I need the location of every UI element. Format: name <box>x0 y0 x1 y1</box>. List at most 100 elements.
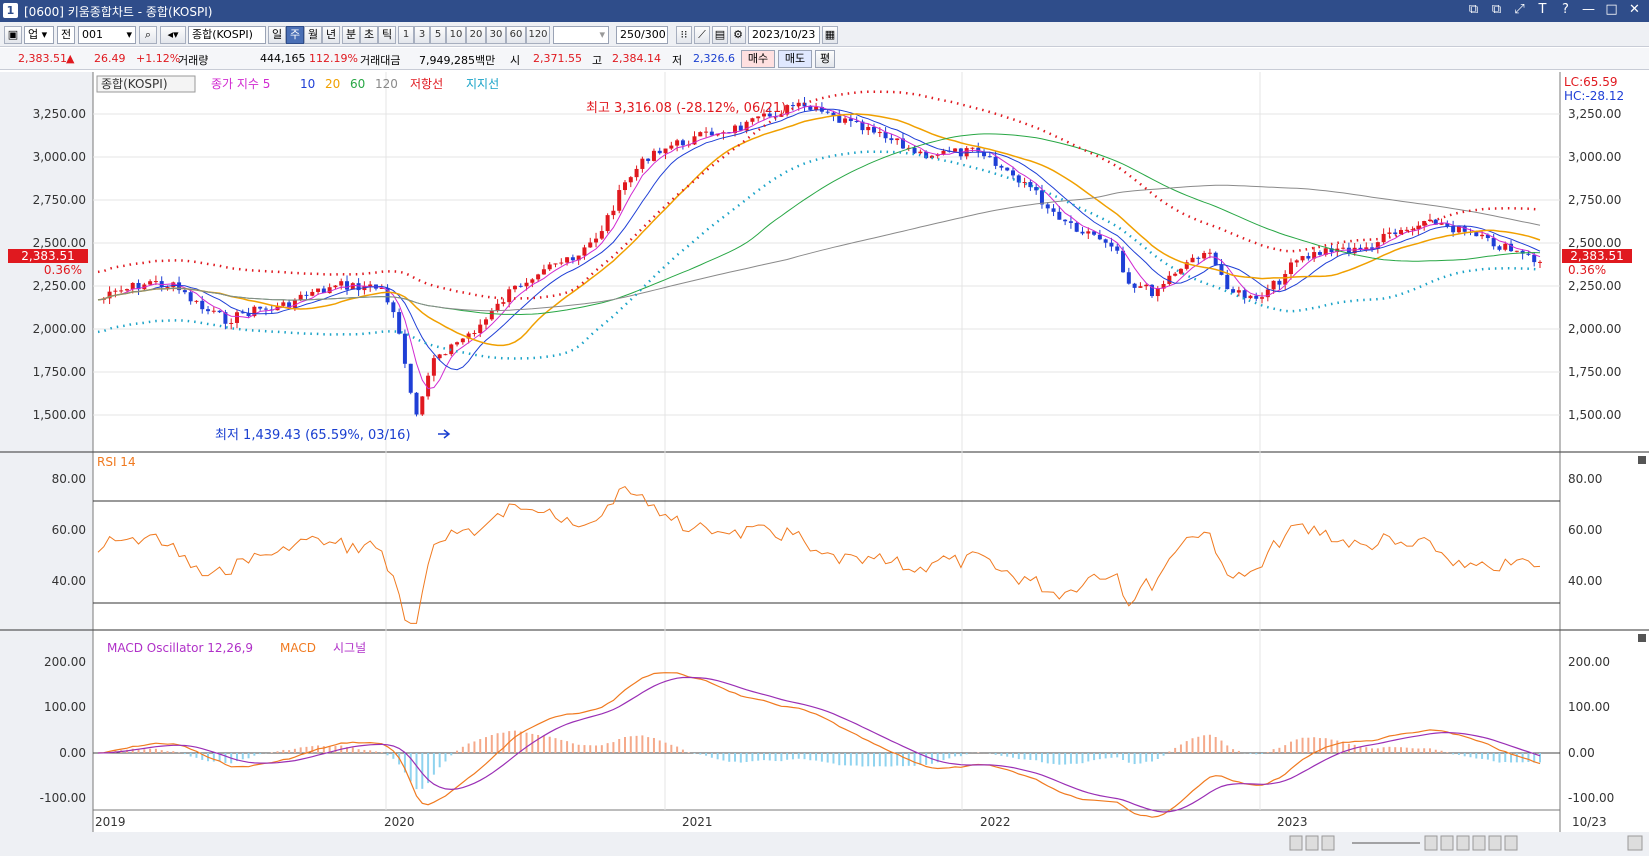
scroll-right-icon[interactable] <box>1627 835 1643 851</box>
close-icon[interactable]: ✕ <box>1629 2 1640 17</box>
candle-body <box>848 118 853 122</box>
ma5-line <box>97 105 1541 390</box>
candle-body <box>599 231 604 239</box>
candle-body <box>889 138 894 141</box>
candle-body <box>1219 264 1224 275</box>
candle-body <box>148 281 153 285</box>
line-tool-icon[interactable]: ⟋ <box>694 26 710 44</box>
candle-body <box>524 282 529 287</box>
zoom-out-icon[interactable] <box>1440 835 1454 851</box>
interval-120-button[interactable]: 120 <box>526 26 550 44</box>
candle-body <box>1231 289 1236 293</box>
settings-icon[interactable] <box>1504 835 1518 851</box>
candle-body <box>1097 234 1102 240</box>
maximize-icon[interactable]: □ <box>1605 2 1618 17</box>
chart-menu-icon[interactable]: ▣ <box>4 26 22 44</box>
date-field[interactable]: 2023/10/23 <box>748 26 820 44</box>
period-day-button[interactable]: 일 <box>268 26 286 44</box>
interval-20-button[interactable]: 20 <box>466 26 486 44</box>
legend-ma10: 10 <box>300 77 315 91</box>
candle-body <box>113 290 118 292</box>
period-tick-button[interactable]: 틱 <box>378 26 396 44</box>
candle-body <box>298 294 303 300</box>
custom-interval-input[interactable]: ▾ <box>553 26 609 44</box>
period-month-button[interactable]: 월 <box>304 26 322 44</box>
candle-body <box>484 319 489 325</box>
chart-area[interactable]: 종합(KOSPI) 종가 지수 5 10 20 60 120 저항선 지지선 L… <box>0 72 1649 856</box>
candle-icon[interactable]: ⁝⁝ <box>676 26 692 44</box>
period-week-button[interactable]: 주 <box>286 26 304 44</box>
code-input[interactable]: 001 ▾ <box>78 26 136 44</box>
candle-body <box>1057 211 1062 220</box>
interval-5-button[interactable]: 5 <box>430 26 446 44</box>
speaker-icon[interactable]: ◂▾ <box>160 26 186 44</box>
play-forward-icon[interactable] <box>1321 835 1335 851</box>
average-button[interactable]: 평 <box>815 50 835 68</box>
link-icon[interactable]: ⧉ <box>1491 2 1502 17</box>
candle-body <box>1184 262 1189 269</box>
interval-30-button[interactable]: 30 <box>486 26 506 44</box>
name-field[interactable]: 종합(KOSPI) <box>188 26 266 44</box>
period-minute-button[interactable]: 분 <box>342 26 360 44</box>
candle-body <box>692 136 697 145</box>
reset-view-icon[interactable] <box>1456 835 1470 851</box>
resistance-line <box>97 90 1541 300</box>
period-second-button[interactable]: 초 <box>360 26 378 44</box>
candle-body <box>640 158 645 169</box>
bottom-scroll-area[interactable] <box>0 832 1649 856</box>
candle-body <box>1480 234 1485 237</box>
y-tick: -100.00 <box>40 791 86 805</box>
help-icon[interactable]: ? <box>1562 2 1569 17</box>
count-field[interactable]: 250/300 <box>616 26 668 44</box>
restore-icon[interactable]: ⧉ <box>1468 2 1479 17</box>
bottom-toolbar <box>1289 835 1643 851</box>
crosshair-icon[interactable] <box>1488 835 1502 851</box>
rsi-panel-close-icon[interactable] <box>1638 456 1646 464</box>
y-tick: 2,000.00 <box>33 322 86 336</box>
chevron-down-icon: ▾ <box>599 28 605 41</box>
candle-body <box>617 190 622 211</box>
zoom-in-icon[interactable] <box>1424 835 1438 851</box>
sell-button[interactable]: 매도 <box>778 50 812 68</box>
min-arrow-icon <box>438 429 451 439</box>
candle-body <box>350 283 355 290</box>
open-label: 시 <box>510 54 521 67</box>
expand-icon[interactable]: ⤢ <box>1514 2 1525 17</box>
macd-panel-close-icon[interactable] <box>1638 634 1646 642</box>
stop-icon[interactable] <box>1305 835 1319 851</box>
interval-10-button[interactable]: 10 <box>446 26 466 44</box>
candle-body <box>1375 242 1380 249</box>
candle-body <box>1399 229 1404 235</box>
buy-button[interactable]: 매수 <box>741 50 775 68</box>
candle-body <box>1121 250 1126 273</box>
candle-body <box>408 363 413 393</box>
interval-60-button[interactable]: 60 <box>506 26 526 44</box>
candle-body <box>1068 221 1073 223</box>
search-icon[interactable]: ⌕ <box>139 26 157 44</box>
price-legend-box[interactable] <box>96 75 196 93</box>
candle-body <box>321 288 326 294</box>
candle-body <box>790 105 795 107</box>
candle-body <box>1283 274 1288 285</box>
period-year-button[interactable]: 년 <box>322 26 340 44</box>
interval-3-button[interactable]: 3 <box>414 26 430 44</box>
legend-ma60: 60 <box>350 77 365 91</box>
y-tick: 40.00 <box>52 574 86 588</box>
text-icon[interactable]: T <box>1538 2 1547 17</box>
grid-toggle-icon[interactable] <box>1472 835 1486 851</box>
minimize-icon[interactable]: — <box>1582 2 1595 17</box>
high-value: 2,384.14 <box>612 52 661 65</box>
candle-body <box>200 300 205 310</box>
legend-ma120: 120 <box>375 77 398 91</box>
calendar-icon[interactable]: ▦ <box>822 26 838 44</box>
play-back-icon[interactable] <box>1289 835 1303 851</box>
y-tick: 2,250.00 <box>1568 279 1621 293</box>
candle-body <box>605 215 610 232</box>
candle-body <box>518 285 523 287</box>
interval-1-button[interactable]: 1 <box>398 26 414 44</box>
save-icon[interactable]: ▤ <box>712 26 728 44</box>
hc-label: HC:-28.12 <box>1564 89 1624 103</box>
market-select[interactable]: 업 ▾ <box>24 26 54 44</box>
gear-icon[interactable]: ⚙ <box>730 26 746 44</box>
period-select[interactable]: 전 <box>57 26 75 44</box>
